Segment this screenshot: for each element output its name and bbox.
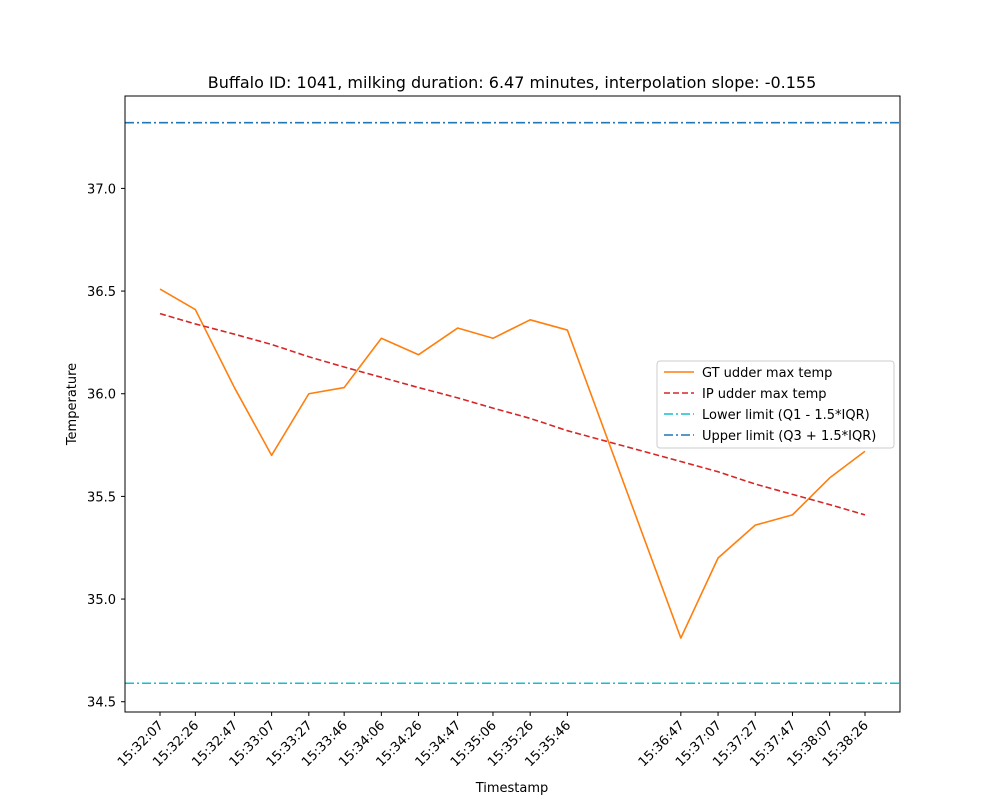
limit-lines (125, 121, 900, 685)
legend-box (656, 360, 895, 449)
series-line-gt (159, 288, 866, 639)
legend-label: GT udder max temp (702, 366, 832, 381)
y-tick-label: 36.0 (87, 388, 116, 403)
legend-label: IP udder max temp (702, 387, 827, 402)
series-line-ip (159, 312, 866, 516)
series-lines (159, 288, 866, 639)
legend-label: Lower limit (Q1 - 1.5*IQR) (702, 408, 870, 423)
legend-label: Upper limit (Q3 + 1.5*IQR) (702, 429, 876, 444)
plot-frame (124, 95, 901, 713)
y-tick-label: 35.5 (87, 490, 116, 505)
chart-title: Buffalo ID: 1041, milking duration: 6.47… (208, 73, 817, 92)
y-tick-label: 37.0 (87, 182, 116, 197)
x-axis-label: Timestamp (475, 781, 549, 796)
y-tick-label: 35.0 (87, 593, 116, 608)
y-tick-label: 34.5 (87, 696, 116, 711)
y-axis-label: Temperature (65, 363, 80, 446)
y-tick-label: 36.5 (87, 285, 116, 300)
y-axis: 34.5 35.0 35.5 36.0 36.5 37.0 (87, 182, 125, 711)
legend: GT udder max temp IP udder max temp Lower … (656, 360, 895, 449)
